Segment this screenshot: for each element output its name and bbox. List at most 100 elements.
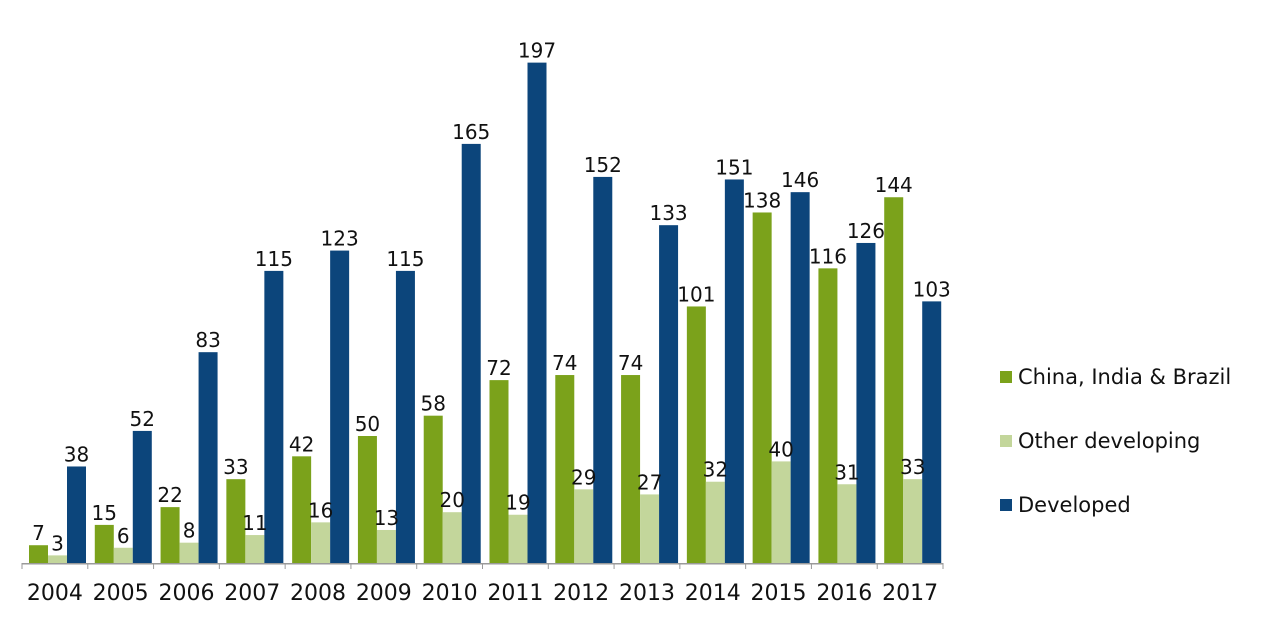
data-label-developed: 133 <box>649 201 687 225</box>
data-label-other-developing: 20 <box>439 488 464 512</box>
legend-item-china-india-brazil: China, India & Brazil <box>1000 362 1231 392</box>
data-label-developed: 165 <box>452 120 490 144</box>
data-label-other-developing: 29 <box>571 465 596 489</box>
data-labels-layer: 7 3 38 156 52 228 83 33 11 115 42 16 123 50 13 115 58 20 1… <box>32 39 951 556</box>
data-label-other-developing: 8 <box>183 519 196 543</box>
data-label-china-india-brazil: 7 <box>32 521 45 545</box>
data-label-china-india-brazil: 116 <box>809 244 847 268</box>
data-label-developed: 38 <box>64 442 89 466</box>
x-tick-label: 2015 <box>751 581 807 606</box>
bars-layer <box>29 62 942 564</box>
legend: China, India & Brazil Other developing D… <box>1000 362 1231 554</box>
bar-other-developing <box>508 514 528 563</box>
bar-other-developing <box>48 555 67 563</box>
bar-other-developing <box>903 479 923 563</box>
data-label-other-developing: 3 <box>51 531 64 555</box>
bar-developed <box>527 62 547 564</box>
data-label-other-developing: 32 <box>703 458 728 482</box>
data-label-other-developing: 33 <box>900 455 925 479</box>
data-label-china-india-brazil: 33 <box>223 455 248 479</box>
data-label-other-developing: 40 <box>768 437 793 461</box>
bar-other-developing <box>442 512 462 563</box>
data-label-other-developing: 19 <box>505 491 530 515</box>
data-label-developed: 146 <box>781 168 819 192</box>
data-label-other-developing: 13 <box>374 506 399 530</box>
data-label-developed: 126 <box>847 219 885 243</box>
x-tick-label: 2013 <box>619 581 675 606</box>
bar-china-india-brazil <box>226 479 246 563</box>
x-axis-ticks: 2004 2005 2006 2007 2008 2009 2010 2011 2012 2013… <box>21 563 944 606</box>
x-tick-label: 2010 <box>422 581 478 606</box>
legend-swatch-china-india-brazil <box>1000 371 1012 383</box>
x-tick-label: 2004 <box>27 581 83 606</box>
bar-china-india-brazil <box>489 380 509 563</box>
legend-swatch-developed <box>1000 499 1012 511</box>
bar-other-developing <box>113 547 133 563</box>
x-tick-label: 2014 <box>685 581 741 606</box>
data-label-china-india-brazil: 138 <box>743 188 781 212</box>
bar-other-developing <box>574 489 594 563</box>
x-tick-label: 2016 <box>816 581 872 606</box>
x-tick-label: 2012 <box>553 581 609 606</box>
bar-developed <box>856 242 876 563</box>
data-label-china-india-brazil: 50 <box>355 412 380 436</box>
bar-developed <box>264 270 284 563</box>
data-label-other-developing: 11 <box>242 511 267 535</box>
data-label-developed: 197 <box>518 39 556 63</box>
bar-developed <box>790 192 810 563</box>
data-label-china-india-brazil: 72 <box>486 356 511 380</box>
x-tick-label: 2011 <box>487 581 543 606</box>
bar-china-india-brazil <box>752 212 772 564</box>
data-label-other-developing: 6 <box>117 524 130 548</box>
bar-other-developing <box>705 481 725 563</box>
bar-china-india-brazil <box>686 306 706 563</box>
bar-other-developing <box>837 484 857 563</box>
data-label-china-india-brazil: 101 <box>677 282 715 306</box>
bar-developed <box>461 143 481 563</box>
data-label-developed: 103 <box>913 277 951 301</box>
x-tick-label: 2006 <box>158 581 214 606</box>
data-label-developed: 151 <box>715 155 753 179</box>
bar-developed <box>922 301 942 563</box>
bar-developed <box>198 352 218 563</box>
x-tick-label: 2008 <box>290 581 346 606</box>
data-label-other-developing: 27 <box>637 470 662 494</box>
data-label-china-india-brazil: 15 <box>92 501 117 525</box>
bar-china-india-brazil <box>423 415 443 563</box>
bar-china-india-brazil <box>357 436 377 563</box>
legend-item-other-developing: Other developing <box>1000 426 1231 456</box>
data-label-developed: 115 <box>386 247 424 271</box>
data-label-china-india-brazil: 22 <box>157 483 182 507</box>
legend-swatch-other-developing <box>1000 435 1012 447</box>
bar-other-developing <box>771 461 791 563</box>
bar-other-developing <box>640 494 660 563</box>
data-label-china-india-brazil: 74 <box>618 351 643 375</box>
bar-other-developing <box>245 535 265 563</box>
legend-label: Developed <box>1018 493 1131 517</box>
bar-other-developing <box>311 522 331 563</box>
bar-china-india-brazil <box>160 507 180 563</box>
bar-developed <box>724 179 744 563</box>
bar-china-india-brazil <box>555 375 575 563</box>
bar-developed <box>593 176 613 564</box>
legend-label: China, India & Brazil <box>1018 365 1232 389</box>
bar-other-developing <box>376 529 396 563</box>
legend-label: Other developing <box>1018 429 1201 453</box>
bar-china-india-brazil <box>884 197 904 564</box>
bar-developed <box>132 430 152 563</box>
data-label-developed: 123 <box>321 227 359 251</box>
x-tick-label: 2005 <box>93 581 149 606</box>
bar-developed <box>659 225 679 563</box>
data-label-developed: 152 <box>584 153 622 177</box>
data-label-developed: 83 <box>195 328 220 352</box>
data-label-other-developing: 31 <box>834 460 859 484</box>
x-tick-label: 2017 <box>882 581 938 606</box>
data-label-china-india-brazil: 144 <box>875 173 913 197</box>
data-label-china-india-brazil: 42 <box>289 432 314 456</box>
x-tick-label: 2007 <box>224 581 280 606</box>
bar-other-developing <box>179 542 199 563</box>
data-label-other-developing: 16 <box>308 498 333 522</box>
bar-developed <box>395 270 415 563</box>
data-label-developed: 52 <box>130 407 155 431</box>
